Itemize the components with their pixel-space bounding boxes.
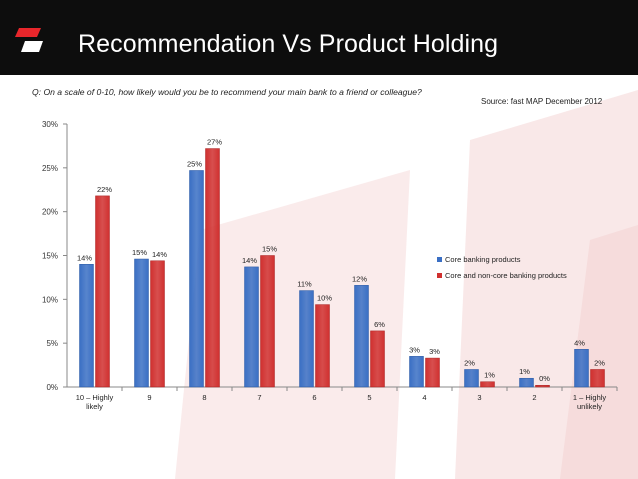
data-label: 2% [464, 358, 475, 367]
data-label: 14% [242, 256, 257, 265]
legend-label-core: Core banking products [445, 255, 521, 264]
data-label: 14% [77, 253, 92, 262]
header-bar: Recommendation Vs Product Holding [0, 0, 638, 75]
brand-logo-icon [15, 28, 43, 52]
bar-core [79, 264, 94, 388]
legend-label-core-noncore: Core and non-core banking products [445, 271, 567, 280]
bar-core-noncore [535, 384, 550, 388]
survey-question: Q: On a scale of 0-10, how likely would … [32, 87, 422, 97]
category-label: likely [86, 402, 103, 411]
category-label: 4 [422, 393, 426, 402]
data-label: 11% [297, 280, 312, 289]
data-label: 22% [97, 185, 112, 194]
source-note: Source: fast MAP December 2012 [481, 97, 603, 106]
data-label: 27% [207, 138, 222, 147]
bar-core-noncore [95, 195, 110, 388]
legend-swatch-core-noncore [437, 273, 442, 278]
data-label: 15% [132, 248, 147, 257]
bar-core [134, 258, 149, 388]
category-label: 5 [367, 393, 371, 402]
bar-core [519, 377, 534, 388]
data-label: 25% [187, 159, 202, 168]
category-label: 6 [312, 393, 316, 402]
y-tick-label: 20% [42, 208, 58, 217]
category-label: unlikely [577, 402, 602, 411]
data-label: 2% [594, 358, 605, 367]
bar-core-noncore [480, 381, 495, 388]
y-tick-label: 30% [42, 120, 58, 129]
bar-core [244, 266, 259, 388]
page-title: Recommendation Vs Product Holding [78, 30, 499, 58]
data-label: 12% [352, 274, 367, 283]
y-tick-label: 15% [42, 252, 58, 261]
data-label: 15% [262, 245, 277, 254]
y-tick-label: 25% [42, 164, 58, 173]
bar-core-noncore [205, 148, 220, 388]
bar-core-noncore [425, 357, 440, 388]
data-label: 4% [574, 338, 585, 347]
data-label: 1% [484, 371, 495, 380]
y-tick-label: 0% [46, 383, 58, 392]
bar-core-noncore [315, 304, 330, 388]
category-label: 2 [532, 393, 536, 402]
category-label: 9 [147, 393, 151, 402]
category-label: 7 [257, 393, 261, 402]
category-label: 3 [477, 393, 481, 402]
bar-core-noncore [260, 255, 275, 388]
data-label: 6% [374, 320, 385, 329]
y-tick-label: 10% [42, 295, 58, 304]
data-label: 14% [152, 250, 167, 259]
bar-core-noncore [150, 260, 165, 388]
bar-core [574, 349, 589, 388]
y-tick-label: 5% [46, 339, 58, 348]
data-label: 10% [317, 294, 332, 303]
bar-core-noncore [370, 330, 385, 388]
bar-core-noncore [590, 369, 605, 388]
data-label: 0% [539, 374, 550, 383]
bar-core [354, 285, 369, 388]
bar-core [464, 369, 479, 388]
bar-core [299, 290, 314, 388]
category-label: 1 – Highly [573, 393, 607, 402]
legend-swatch-core [437, 257, 442, 262]
bar-core [189, 170, 204, 388]
data-label: 3% [409, 345, 420, 354]
category-label: 10 – Highly [76, 393, 114, 402]
category-label: 8 [202, 393, 206, 402]
data-label: 1% [519, 367, 530, 376]
data-label: 3% [429, 347, 440, 356]
bar-core [409, 356, 424, 388]
